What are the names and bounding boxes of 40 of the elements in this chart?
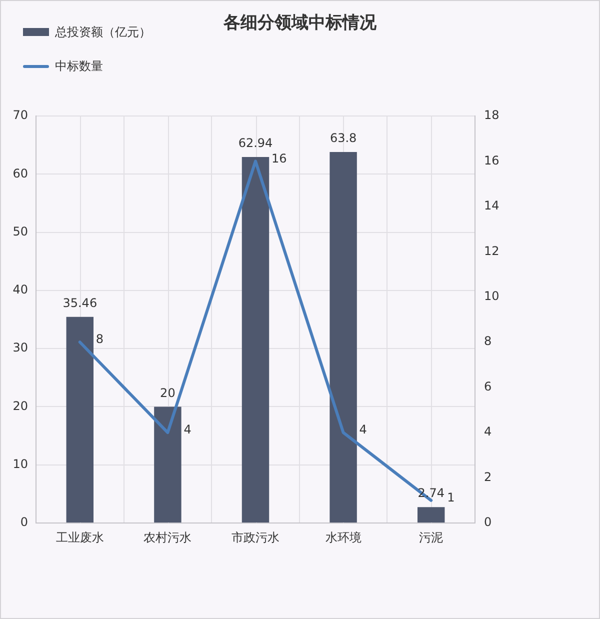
chart-title: 各细分领域中标情况 — [224, 13, 376, 33]
data-label: 8 — [96, 332, 104, 346]
y-tick-label: 0 — [20, 515, 28, 530]
data-label: 62.94 — [238, 136, 273, 150]
y2-tick-label: 12 — [484, 244, 500, 258]
data-label: 63.8 — [330, 131, 357, 146]
data-label: 16 — [272, 151, 287, 166]
y-tick-label: 30 — [12, 340, 28, 355]
x-tick-label: 市政污水 — [232, 530, 280, 544]
legend-label: 中标数量 — [55, 58, 103, 74]
bar — [330, 152, 357, 522]
x-tick-label: 农村污水 — [144, 530, 192, 544]
data-label: 20 — [160, 386, 176, 400]
data-label: 35.46 — [62, 296, 98, 310]
x-tick-label: 污泥 — [419, 530, 444, 544]
y2-tick-label: 2 — [484, 470, 492, 484]
data-label: 1 — [447, 490, 455, 505]
y2-tick-label: 18 — [484, 108, 500, 122]
data-label: 4 — [359, 422, 367, 437]
bar — [154, 406, 182, 522]
data-label: 4 — [184, 422, 192, 437]
y2-tick-label: 0 — [484, 515, 492, 530]
y-tick-label: 50 — [12, 224, 28, 238]
y2-tick-label: 4 — [484, 424, 492, 439]
y-tick-label: 20 — [12, 398, 28, 413]
y-tick-label: 10 — [12, 456, 28, 471]
y2-tick-label: 6 — [484, 379, 492, 394]
x-tick-label: 工业废水 — [56, 530, 104, 544]
legend-label: 总投资额（亿元） — [55, 24, 151, 40]
y-tick-label: 60 — [12, 166, 28, 180]
y2-tick-label: 8 — [484, 334, 492, 348]
y-tick-label: 70 — [12, 108, 28, 122]
y-tick-label: 40 — [12, 282, 28, 297]
x-tick-label: 水环境 — [325, 530, 362, 544]
bar — [417, 507, 445, 522]
y2-tick-label: 16 — [484, 153, 500, 168]
y2-tick-label: 14 — [484, 198, 500, 213]
y2-tick-label: 10 — [484, 289, 500, 304]
bar — [66, 316, 94, 522]
bar — [242, 157, 270, 522]
